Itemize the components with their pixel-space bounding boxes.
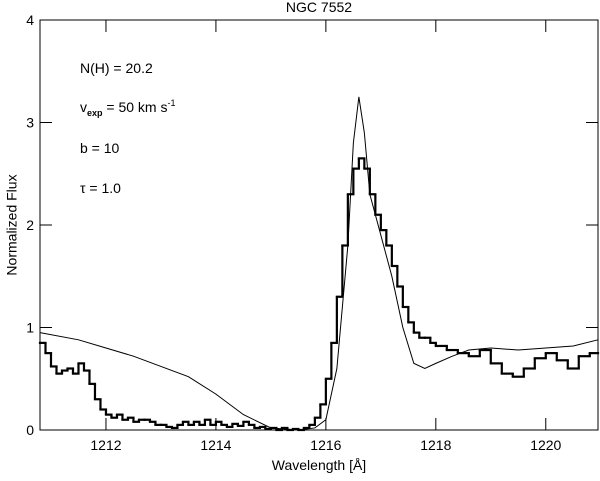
annotation-part: = 50 km s	[103, 99, 168, 115]
model-line	[39, 96, 599, 431]
x-tick-label: 1220	[530, 437, 561, 453]
plot-frame	[39, 19, 599, 431]
annotation: vexp = 50 km s-1	[80, 98, 176, 118]
x-tick-label: 1216	[310, 437, 341, 453]
annotation-part: exp	[87, 108, 103, 118]
y-tick-label: 2	[26, 217, 34, 233]
y-tick-label: 1	[26, 320, 34, 336]
y-tick-label: 4	[26, 12, 34, 28]
annotation-part: -1	[167, 98, 175, 108]
annotation-part: v	[80, 99, 87, 115]
x-tick-label: 1212	[90, 437, 121, 453]
y-tick-label: 3	[26, 115, 34, 131]
chart-title: NGC 7552	[286, 0, 352, 15]
y-tick-label: 0	[26, 422, 34, 438]
y-axis-label: Normalized Flux	[4, 174, 20, 275]
annotation: b = 10	[80, 140, 120, 156]
annotation: N(H) = 20.2	[80, 60, 153, 76]
x-axis-label: Wavelength [Å]	[272, 457, 366, 473]
x-tick-label: 1214	[200, 437, 231, 453]
x-tick-label: 1218	[420, 437, 451, 453]
annotation: τ = 1.0	[80, 180, 121, 196]
